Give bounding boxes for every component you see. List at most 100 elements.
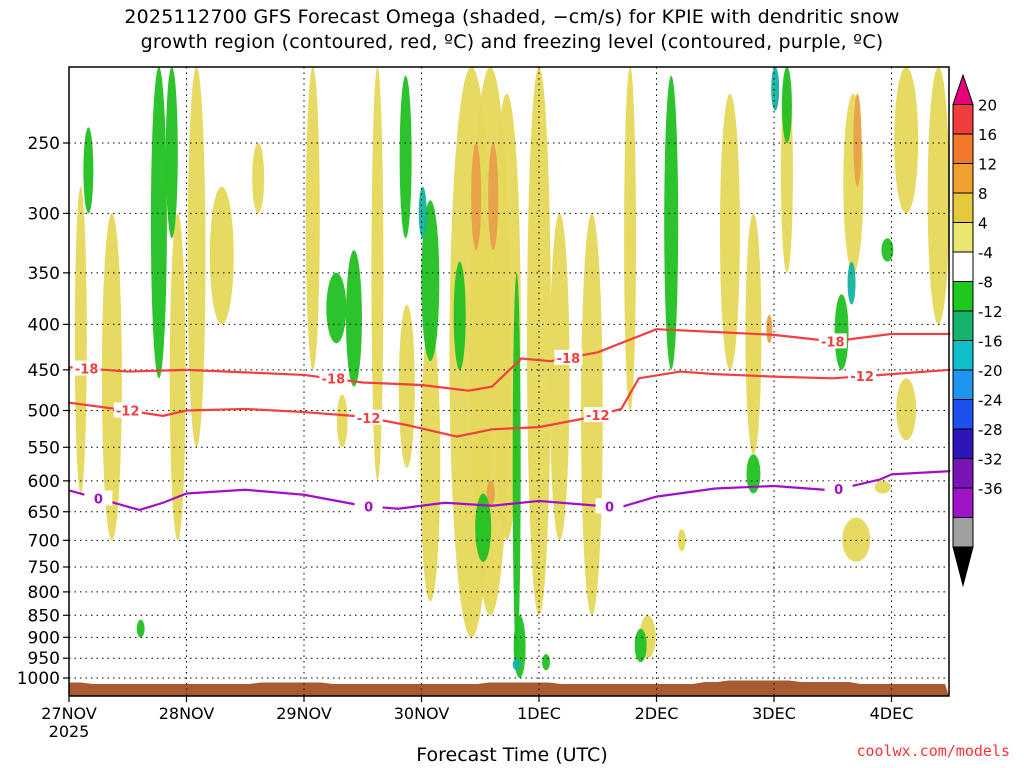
contour-label-0-1: -18 xyxy=(322,373,346,388)
colorbar-label-12: 12 xyxy=(978,156,997,174)
contour-label-bg xyxy=(554,349,583,365)
colorbar-swatch-3 xyxy=(952,163,974,194)
contour-label-2-0: 0 xyxy=(94,492,103,507)
omega-shade-49 xyxy=(746,454,761,494)
omega-shade-17 xyxy=(624,67,637,411)
colorbar-label--36: -36 xyxy=(978,480,1003,498)
omega-shade-46 xyxy=(542,654,551,671)
colorbar-label--8: -8 xyxy=(978,274,993,292)
plot-frame xyxy=(68,66,950,697)
y-tick-label-850: 850 xyxy=(28,606,60,626)
contour-label-2-3: 0 xyxy=(834,483,843,498)
omega-shade-8 xyxy=(371,67,384,481)
colorbar-label--24: -24 xyxy=(978,392,1003,410)
colorbar-swatch-9 xyxy=(952,340,974,371)
omega-shade-50 xyxy=(781,67,792,143)
contour-label-bg xyxy=(818,333,847,349)
omega-shade-15 xyxy=(549,213,570,541)
contour-label-bg xyxy=(113,402,142,418)
x-tick-label-29NOV: 29NOV xyxy=(276,704,332,723)
y-tick-label-450: 450 xyxy=(28,361,60,381)
colorbar-label-8: 8 xyxy=(978,185,988,203)
omega-shade-3 xyxy=(187,66,206,448)
colorbar-label-4: 4 xyxy=(978,215,988,233)
omega-shade-10 xyxy=(420,324,441,602)
colorbar-swatch-5 xyxy=(952,222,974,253)
omega-shade-32 xyxy=(853,93,862,187)
omega-shade-5 xyxy=(252,143,265,214)
omega-shade-52 xyxy=(881,238,894,262)
omega-shade-41 xyxy=(421,200,440,362)
ground-surface xyxy=(69,680,949,696)
omega-shade-31 xyxy=(486,480,495,506)
y-tick-label-950: 950 xyxy=(28,649,60,669)
contour-line-0 xyxy=(68,328,951,392)
contour-label-bg xyxy=(824,481,853,497)
y-tick-label-350: 350 xyxy=(28,264,60,284)
omega-shade-28 xyxy=(874,480,891,494)
colorbar-swatch-13 xyxy=(952,458,974,489)
colorbar-label-20: 20 xyxy=(978,97,997,115)
omega-shade-9 xyxy=(398,304,415,468)
colorbar-label--32: -32 xyxy=(978,451,1003,469)
colorbar-label--16: -16 xyxy=(978,333,1003,351)
y-tick-label-250: 250 xyxy=(28,134,60,154)
colorbar-label--20: -20 xyxy=(978,362,1003,380)
omega-shade-56 xyxy=(771,67,780,111)
colorbar-swatch-1 xyxy=(952,104,974,135)
contour-label-bg xyxy=(319,370,348,386)
colorbar-top-arrow xyxy=(952,73,974,105)
colorbar-swatch-6 xyxy=(952,251,974,282)
omega-shade-37 xyxy=(136,619,145,638)
omega-shade-2 xyxy=(169,213,186,541)
contour-label-1-2: -12 xyxy=(586,409,610,424)
omega-shade-30 xyxy=(488,143,499,251)
colorbar-bottom-arrow xyxy=(952,546,974,588)
omega-shade-25 xyxy=(894,66,919,214)
x-tick-label-4DEC: 4DEC xyxy=(870,704,914,723)
colorbar-swatch-2 xyxy=(952,133,974,164)
x-tick-label-30NOV: 30NOV xyxy=(394,704,450,723)
omega-shade-36 xyxy=(165,67,178,239)
omega-shade-24 xyxy=(842,517,871,562)
omega-shade-42 xyxy=(453,261,466,370)
omega-shade-44 xyxy=(512,272,521,659)
colorbar-swatch-11 xyxy=(952,399,974,430)
x-tick-sublabel-year: 2025 xyxy=(49,722,90,741)
omega-shade-7 xyxy=(336,394,348,448)
omega-shade-1 xyxy=(101,213,122,541)
omega-shade-4 xyxy=(209,186,234,325)
contour-label-1-0: -12 xyxy=(116,405,140,420)
omega-shade-35 xyxy=(150,67,167,379)
colorbar-label-16: 16 xyxy=(978,126,997,144)
chart-title-line1: 2025112700 GFS Forecast Omega (shaded, −… xyxy=(124,6,900,28)
colorbar-swatch-7 xyxy=(952,281,974,312)
y-tick-label-900: 900 xyxy=(28,628,60,648)
omega-shade-48 xyxy=(664,75,679,370)
y-tick-label-700: 700 xyxy=(28,531,60,551)
omega-shade-27 xyxy=(896,378,917,441)
omega-shade-55 xyxy=(847,261,856,305)
y-tick-label-300: 300 xyxy=(28,204,60,224)
x-axis-label: Forecast Time (UTC) xyxy=(416,744,608,766)
omega-shade-54 xyxy=(512,658,521,671)
omega-shade-6 xyxy=(305,67,320,370)
colorbar-swatch-15 xyxy=(952,517,974,548)
contour-label-1-3: -12 xyxy=(850,370,874,385)
omega-shade-51 xyxy=(834,294,849,370)
contour-label-bg xyxy=(354,498,383,514)
omega-shade-38 xyxy=(326,272,347,344)
y-tick-label-1000: 1000 xyxy=(17,669,60,689)
contour-label-bg xyxy=(84,490,113,506)
colorbar-label--28: -28 xyxy=(978,421,1003,439)
contour-label-2-1: 0 xyxy=(364,500,373,515)
contour-label-0-2: -18 xyxy=(557,352,581,367)
contour-line-2 xyxy=(68,469,951,512)
chart-title-line2: growth region (contoured, red, ºC) and f… xyxy=(140,31,884,53)
x-tick-label-3DEC: 3DEC xyxy=(752,704,796,723)
contour-label-2-2: 0 xyxy=(605,500,614,515)
y-tick-label-500: 500 xyxy=(28,402,60,422)
colorbar-swatch-10 xyxy=(952,369,974,400)
omega-shade-29 xyxy=(471,143,482,251)
